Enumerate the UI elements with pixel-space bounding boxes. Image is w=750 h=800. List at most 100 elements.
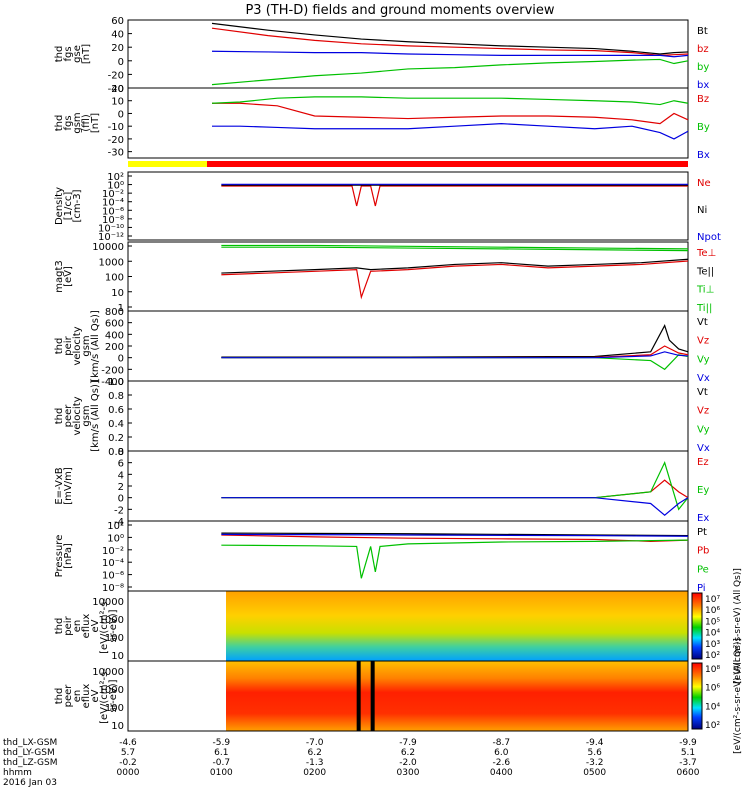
y-tick-label: 10⁻² (102, 189, 124, 200)
y-axis-label: gse (72, 45, 83, 63)
series-line-by (211, 58, 689, 86)
panel-peir_spectrogram: 10000100010010thdpeirenefluxeV[eV/(cm²-s… (54, 568, 743, 684)
y-axis-label: E=-VxB (54, 467, 65, 504)
x-tick-label: 0000 (117, 768, 140, 778)
series-line-Vt (221, 324, 689, 358)
x-tick-label: 0600 (677, 768, 700, 778)
y-tick-label: 20 (111, 43, 124, 54)
data-gap (356, 661, 361, 731)
series-line-Vz (221, 345, 689, 359)
y-tick-label: -200 (101, 365, 124, 376)
y-tick-label: 10000 (92, 242, 124, 253)
x-tick-label: 5.7 (121, 748, 135, 758)
series-line-Pe (221, 539, 689, 579)
y-axis-label: peir (63, 335, 74, 355)
y-tick-label: -2 (114, 505, 124, 516)
y-tick-label: 10⁻⁸ (102, 215, 124, 226)
legend-entry: bx (697, 80, 709, 91)
x-tick-label: -0.2 (119, 758, 137, 768)
x-tick-label: -0.7 (213, 758, 231, 768)
series-line-Ti|| (221, 246, 689, 252)
colorbar-tick-label: 10⁶ (705, 684, 720, 694)
legend-entry: Vy (697, 354, 710, 365)
colorbar-tick-label: 10⁵ (705, 617, 720, 627)
x-tick-label: 0100 (210, 768, 233, 778)
y-tick-label: 2 (118, 482, 124, 493)
panels: -40-200204060thdfgsgse[nT]Btbzbybx-30-20… (54, 16, 721, 594)
y-tick-label: 0 (118, 57, 124, 68)
panel-frame (127, 380, 689, 452)
legend-entry: by (697, 62, 709, 73)
x-axis-row-label: thd_LY-GSM (3, 748, 55, 758)
y-tick-label: -20 (108, 70, 124, 81)
y-axis-label: peer (63, 684, 74, 708)
legend-entry: Ez (697, 457, 709, 468)
x-tick-label: -8.7 (493, 738, 511, 748)
x-tick-label: 0500 (583, 768, 606, 778)
legend-entry: Bx (697, 150, 710, 161)
y-tick-label: 10 (111, 651, 124, 662)
panel-peer_velocity: 0.0 0.2 0.4 0.6 0.8 1.0 thdpeervelocitygsm[km/… (54, 377, 710, 458)
x-tick-label: -7.0 (306, 738, 324, 748)
colorbar-label: [eV/(cm²-s-sr-eV) (All Qs)] (733, 568, 743, 684)
y-axis-label: thd (54, 338, 65, 355)
series-line-By (211, 96, 689, 106)
colorbar (691, 592, 703, 660)
colorbar-tick-label: 10² (705, 651, 720, 661)
series-line-Te⊥ (221, 260, 689, 300)
y-tick-label: -40 (108, 84, 124, 95)
y-tick-label: 1.0 (108, 377, 124, 388)
colorbar-tick-label: 10⁴ (705, 702, 720, 712)
x-axis-row-label: thd_LX-GSM (3, 738, 57, 748)
x-tick-label: -1.3 (306, 758, 324, 768)
legend-entry: Te⊥ (696, 248, 716, 259)
y-tick-label: -400 (101, 377, 124, 388)
x-axis-row-label: hhmm (3, 768, 32, 778)
y-tick-label: 0.0 (108, 447, 124, 458)
y-tick-label: 400 (105, 330, 124, 341)
y-tick-label: 1000 (99, 615, 124, 626)
y-axis-label: gsm (81, 405, 92, 426)
legend-entry: Pt (697, 527, 707, 538)
y-axis-label: Density (54, 187, 65, 225)
y-axis-label: thd (54, 408, 65, 425)
colorbar-tick-label: 10⁷ (705, 595, 720, 605)
y-tick-label: 0.2 (108, 433, 124, 444)
x-tick-label: 5.1 (681, 748, 695, 758)
y-tick-label: 1 (118, 303, 124, 314)
legend-entry: Ni (697, 205, 707, 216)
legend-entry: Ex (697, 513, 709, 524)
y-axis-label: (ffl) (81, 114, 92, 132)
y-axis-label: en (72, 620, 83, 633)
y-tick-label: -4 (114, 517, 124, 528)
y-axis-label: gsm (72, 112, 83, 133)
colorbar-tick-label: 10² (705, 721, 720, 731)
x-tick-label: 5.6 (588, 748, 603, 758)
legend-entry: Te|| (696, 266, 714, 277)
y-axis-label: sr-eV)] (108, 609, 119, 642)
series-line-Vx (221, 351, 689, 359)
y-tick-label: 10000 (92, 597, 124, 608)
x-tick-label: -2.6 (493, 758, 511, 768)
y-axis-label: [cm-3] (72, 189, 83, 222)
x-tick-label: -3.7 (679, 758, 697, 768)
status-bar-yellow (128, 161, 207, 167)
x-tick-label: 6.0 (494, 748, 509, 758)
y-axis-label: thd (54, 618, 65, 635)
x-axis-labels: thd_LX-GSM -4.6 -5.9 -7.0 -7.9 -8.7 -9.4 -9.9 th… (3, 738, 700, 788)
y-axis-label: fgs (63, 115, 74, 130)
legend-entry: Vy (697, 424, 710, 435)
spectrogram-image (226, 591, 688, 661)
y-tick-label: 0.4 (108, 419, 124, 430)
y-tick-label: 6 (118, 459, 124, 470)
x-tick-label: 6.1 (214, 748, 228, 758)
x-tick-label: -4.6 (119, 738, 137, 748)
x-tick-label: -5.9 (213, 738, 231, 748)
y-tick-label: 8 (118, 447, 124, 458)
colorbar-tick-label: 10³ (705, 640, 720, 650)
legend-entry: Vt (697, 387, 708, 398)
legend-entry: Pi (697, 583, 706, 594)
y-tick-label: 10000 (92, 667, 124, 678)
